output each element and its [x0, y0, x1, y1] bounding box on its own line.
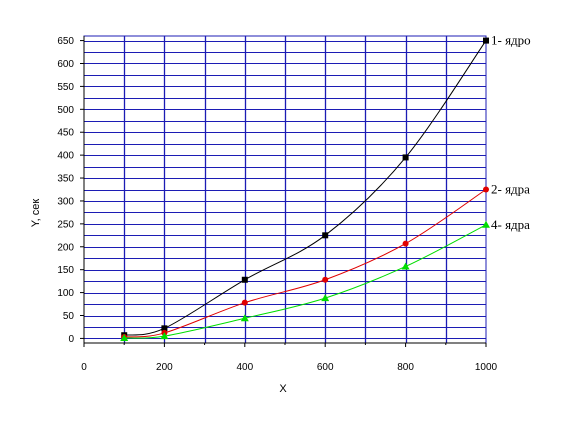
- y-tick-label: 600: [57, 59, 74, 70]
- data-point-circle: [402, 240, 409, 247]
- data-point-triangle: [120, 333, 129, 341]
- y-tick-label: 450: [57, 128, 74, 139]
- y-tick-label: 250: [57, 219, 74, 230]
- x-tick-label: 800: [397, 362, 414, 373]
- data-point-square: [402, 154, 409, 161]
- x-tick-label: 400: [236, 362, 253, 373]
- y-tick-label: 50: [63, 311, 75, 322]
- data-point-triangle: [401, 262, 410, 270]
- series-label: 4- ядра: [491, 217, 530, 232]
- y-tick-label: 200: [57, 242, 74, 253]
- data-point-square: [161, 325, 168, 332]
- y-axis-title: Y, сек: [30, 199, 42, 228]
- y-tick-label: 100: [57, 288, 74, 299]
- data-point-square: [241, 276, 248, 283]
- y-tick-label: 650: [57, 36, 74, 47]
- data-point-triangle: [321, 294, 330, 302]
- y-tick-label: 0: [68, 334, 74, 345]
- data-point-square: [483, 37, 489, 44]
- y-tick-label: 400: [57, 151, 74, 162]
- y-tick-label: 300: [57, 196, 74, 207]
- x-tick-label: 600: [317, 362, 334, 373]
- data-point-square: [322, 232, 329, 239]
- y-tick-label: 350: [57, 174, 74, 185]
- x-tick-label: 1000: [475, 362, 498, 373]
- data-point-circle: [241, 299, 248, 306]
- data-point-circle: [322, 276, 329, 283]
- series-label: 1- ядро: [491, 33, 531, 48]
- y-tick-label: 500: [57, 105, 74, 116]
- y-tick-label: 550: [57, 82, 74, 93]
- y-tick-label: 150: [57, 265, 74, 276]
- x-tick-label: 0: [81, 362, 87, 373]
- data-point-circle: [483, 186, 489, 193]
- data-point-triangle: [240, 314, 249, 322]
- data-point-triangle: [482, 220, 490, 228]
- series-label: 2- ядра: [491, 182, 530, 197]
- x-tick-label: 200: [156, 362, 173, 373]
- data-point-triangle: [160, 332, 169, 340]
- x-axis-title: X: [279, 383, 287, 395]
